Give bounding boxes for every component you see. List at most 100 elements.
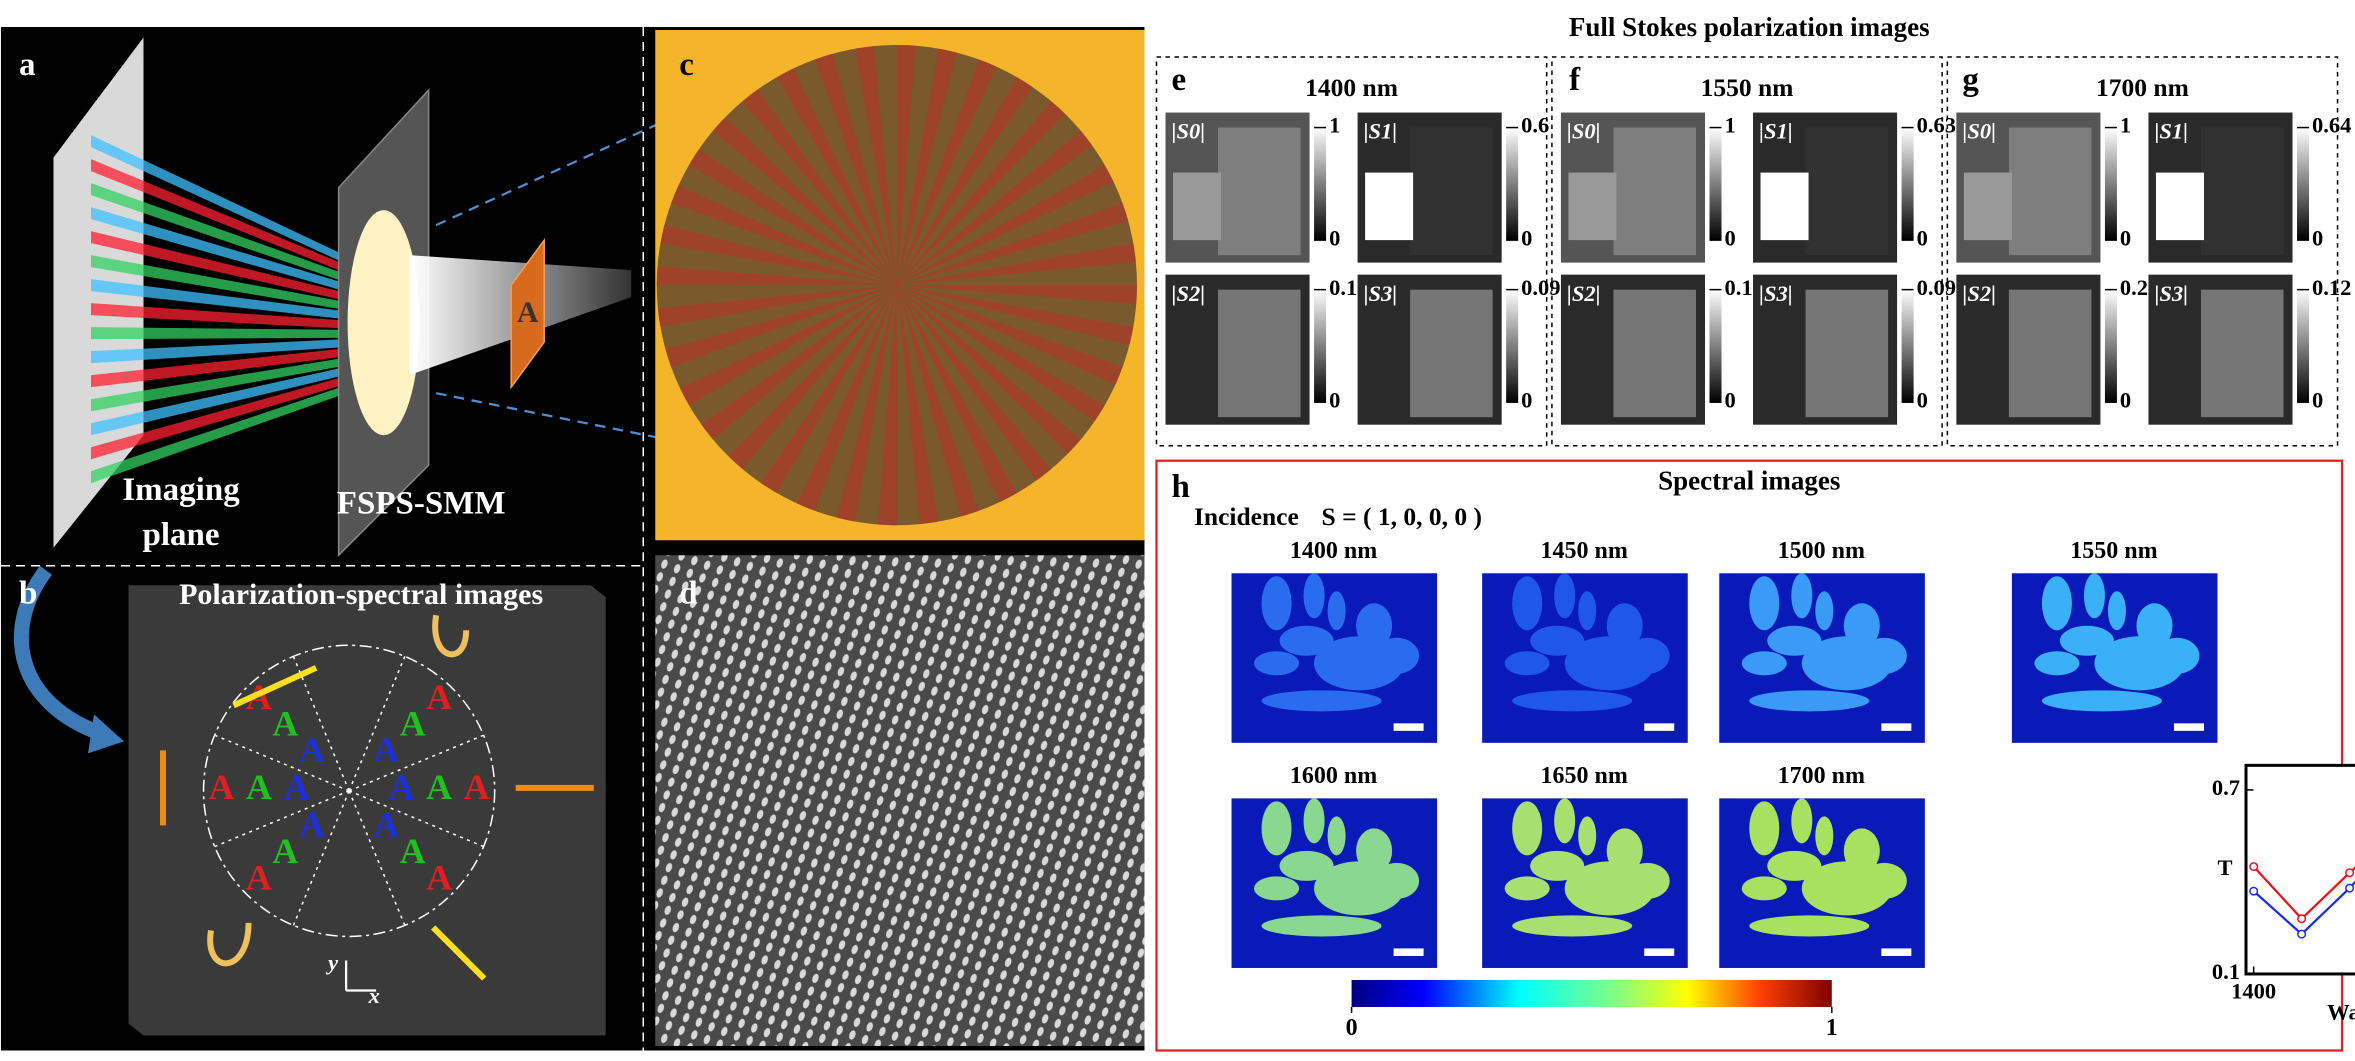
metalens (347, 210, 420, 436)
colorbar-label: 0.09 (1521, 275, 1560, 300)
zoom-line (435, 101, 707, 227)
stokes-image-detail (1805, 289, 1889, 418)
glyph: A (272, 831, 298, 871)
flower-shape (1578, 591, 1597, 631)
colorbar-label: 0 (1725, 387, 1736, 412)
scale-bar (1644, 723, 1675, 731)
ray (90, 367, 377, 460)
flower-shape (1303, 798, 1325, 844)
flower-shape (1791, 798, 1813, 844)
panel-letter: b (19, 575, 37, 611)
flower-shape (1749, 576, 1780, 631)
panel-border (1155, 459, 2344, 1052)
lens-sector (814, 53, 897, 286)
image-title: 1650 nm (1541, 763, 1628, 789)
circle (202, 644, 496, 938)
flower-shape (1303, 573, 1325, 619)
colorbar-label: 1 (1725, 113, 1736, 138)
object-letter: A (517, 296, 539, 329)
stokes-label: |S1| (1759, 119, 1793, 144)
scale-bar (1881, 948, 1912, 956)
label: plane (143, 517, 220, 553)
stokes-image-detail (2200, 127, 2284, 256)
stokes-label: |S3| (1364, 281, 1398, 306)
glyph: A (373, 804, 399, 844)
stokes-image-detail (1805, 127, 1889, 256)
colorbar-label: 0 (2120, 225, 2131, 250)
image-title: 1700 nm (1778, 763, 1865, 789)
lens-sector (896, 285, 1123, 385)
ray (90, 360, 377, 436)
flower-shape (1512, 801, 1543, 856)
lens-sector (896, 285, 1134, 346)
stokes-image-detail (2200, 289, 2284, 418)
stokes-label: |S0| (1567, 119, 1601, 144)
colorbar-label: 1 (1826, 1015, 1838, 1041)
ray (90, 327, 377, 340)
lens-sector (896, 285, 1017, 502)
lens-sector (701, 285, 897, 440)
y-axis-label: T (2217, 855, 2232, 880)
point (2297, 929, 2307, 939)
scale-bar (1644, 948, 1675, 956)
stokes-colorbar (1901, 127, 1914, 241)
point (2249, 862, 2259, 872)
stokes-image-detail (1172, 172, 1222, 241)
image-title: 1500 nm (1778, 538, 1865, 564)
stokes-colorbar (1314, 289, 1327, 403)
point (2249, 886, 2259, 896)
flower-shape (1504, 651, 1550, 676)
sector-line (292, 656, 350, 792)
panel-letter: a (19, 47, 35, 83)
panel-letter: g (1962, 62, 1979, 98)
lens-sector (776, 68, 897, 286)
panel-letter: c (679, 47, 694, 83)
point (2297, 914, 2307, 924)
flower-shape (1261, 915, 1382, 937)
stokes-label: |S3| (2154, 281, 2188, 306)
flower-shape (1356, 603, 1393, 649)
group-border (1946, 56, 2339, 447)
stokes-image-detail (1218, 127, 1301, 256)
sector-line (348, 656, 406, 792)
glyph: A (426, 857, 452, 897)
stokes-colorbar (1506, 289, 1519, 403)
lens-sector (896, 203, 1129, 286)
stokes-colorbar (1506, 127, 1519, 241)
stokes-image-detail (2008, 289, 2092, 418)
stokes-image-detail (1365, 172, 1414, 241)
stokes-colorbar (2104, 289, 2117, 403)
chart: 0.10.7140015501700Wavelength/nmTMetalens… (2212, 763, 2355, 1025)
group-border (1551, 56, 1943, 447)
glyph: A (299, 730, 325, 770)
stokes-image-detail (1613, 289, 1696, 418)
flower-shape (1254, 651, 1300, 676)
lens-sector (896, 101, 1066, 286)
sem-image (655, 555, 1145, 1046)
glyph: A (389, 767, 415, 807)
lens-sector (896, 59, 997, 286)
stokes-label: |S0| (1962, 119, 1996, 144)
y-tick-label: 0.1 (2212, 959, 2240, 984)
label: Imaging (122, 472, 240, 508)
ray (90, 375, 377, 484)
flower-shape (1741, 651, 1787, 676)
helicity-arrow (207, 922, 252, 967)
axis-x: x (368, 983, 380, 1008)
stokes-label: |S2| (1567, 281, 1601, 306)
stokes-image-detail (1568, 172, 1617, 241)
glyph: A (272, 703, 298, 743)
flower-shape (1327, 591, 1346, 631)
flower-shape (1356, 828, 1393, 874)
ray (90, 345, 377, 388)
lens-sector (855, 46, 897, 286)
flower-shape (1554, 798, 1576, 844)
flower-shape (1254, 876, 1300, 901)
image-title: 1450 nm (1541, 538, 1628, 564)
stokes-panels: 1400 nm|S0| 10|S1| 0.60|S2| 0.160|S3| 0.0901… (1155, 56, 2351, 447)
lens-sector (665, 285, 897, 368)
lens-sector (896, 77, 1033, 286)
flower-shape (1279, 850, 1334, 881)
colorbar-label: 1 (2120, 113, 2131, 138)
lens-sector (896, 285, 939, 525)
